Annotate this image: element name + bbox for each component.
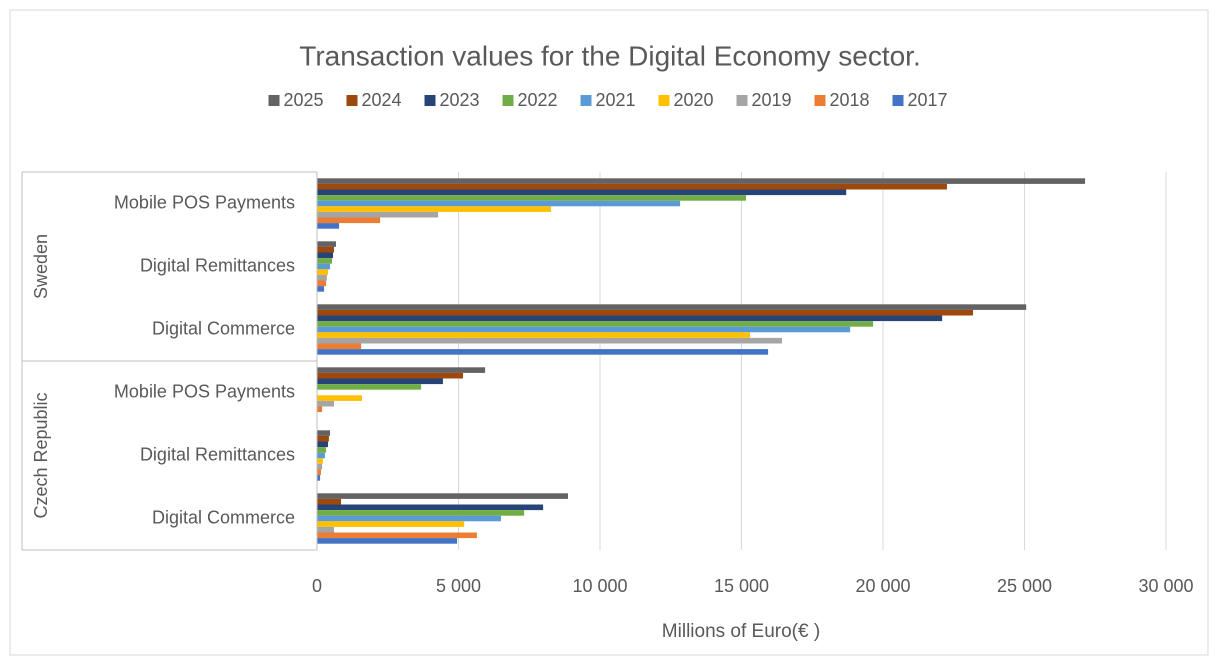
y-tick-label: Mobile POS Payments: [114, 192, 295, 212]
bar: [317, 343, 362, 350]
bar: [317, 332, 750, 338]
bar: [317, 447, 327, 453]
legend-label: 2022: [518, 90, 558, 110]
group-label: Sweden: [31, 234, 51, 299]
y-tick-label: Digital Remittances: [140, 255, 295, 275]
bar: [317, 189, 847, 196]
x-tick-label: 5 000: [436, 576, 481, 596]
bar: [317, 510, 525, 516]
bar: [317, 452, 325, 459]
bar: [317, 526, 334, 533]
x-tick-label: 10 000: [572, 576, 627, 596]
legend-swatch: [502, 95, 514, 106]
bar: [317, 372, 464, 379]
bar: [317, 395, 362, 401]
legend-swatch: [346, 95, 358, 106]
legend-swatch: [892, 95, 904, 106]
bar: [317, 493, 569, 499]
y-tick-label: Mobile POS Payments: [114, 381, 295, 401]
bar: [317, 384, 422, 390]
x-tick-label: 15 000: [714, 576, 769, 596]
bar: [317, 286, 325, 292]
bar: [317, 406, 323, 413]
bar: [317, 337, 782, 344]
legend-label: 2017: [908, 90, 948, 110]
x-tick-label: 20 000: [855, 576, 910, 596]
bar: [317, 430, 331, 436]
bar: [317, 463, 323, 470]
bar: [317, 521, 465, 527]
legend-label: 2019: [752, 90, 792, 110]
bar: [317, 435, 329, 442]
bar: [317, 280, 327, 287]
y-tick-label: Digital Remittances: [140, 444, 295, 464]
legend-label: 2018: [830, 90, 870, 110]
bar: [317, 538, 458, 544]
bar: [317, 206, 552, 212]
legend-label: 2025: [284, 90, 324, 110]
bar: [317, 269, 329, 275]
legend-swatch: [580, 95, 592, 106]
bar: [317, 195, 747, 201]
bar: [317, 274, 327, 281]
bar: [317, 458, 323, 464]
bar: [317, 217, 381, 224]
bar: [317, 475, 321, 481]
bar: [317, 367, 486, 373]
bar: [317, 326, 851, 333]
legend-label: 2020: [674, 90, 714, 110]
bar: [317, 400, 334, 407]
bar: [317, 378, 443, 385]
bar: [317, 349, 769, 355]
bar: [317, 441, 329, 448]
y-tick-label: Digital Commerce: [152, 318, 295, 338]
bar: [317, 252, 333, 259]
legend-label: 2021: [596, 90, 636, 110]
bar: [317, 263, 331, 270]
bar: [317, 246, 334, 253]
legend-swatch: [424, 95, 436, 106]
bar: [317, 498, 342, 505]
bar: [317, 315, 943, 322]
bar: [317, 211, 439, 218]
x-tick-label: 0: [312, 576, 322, 596]
bar: [317, 200, 681, 207]
legend-swatch: [736, 95, 748, 106]
bar: [317, 223, 340, 229]
bar: [317, 469, 321, 476]
legend-swatch: [814, 95, 826, 106]
x-tick-label: 30 000: [1138, 576, 1193, 596]
bar: [317, 321, 874, 327]
bar: [317, 241, 336, 247]
group-label: Czech Republic: [31, 392, 51, 518]
bar: [317, 309, 973, 316]
bar: [317, 304, 1027, 310]
bar: [317, 258, 332, 264]
x-tick-label: 25 000: [997, 576, 1052, 596]
bar: [317, 178, 1086, 184]
bar: [317, 183, 947, 190]
chart-title: Transaction values for the Digital Econo…: [299, 40, 920, 71]
x-axis-label: Millions of Euro(€ ): [662, 621, 820, 642]
bar: [317, 515, 501, 522]
legend-label: 2023: [440, 90, 480, 110]
legend-label: 2024: [362, 90, 402, 110]
legend-swatch: [658, 95, 670, 106]
bar: [317, 504, 544, 511]
y-tick-label: Digital Commerce: [152, 507, 295, 527]
bar: [317, 532, 477, 539]
legend-swatch: [268, 95, 280, 106]
